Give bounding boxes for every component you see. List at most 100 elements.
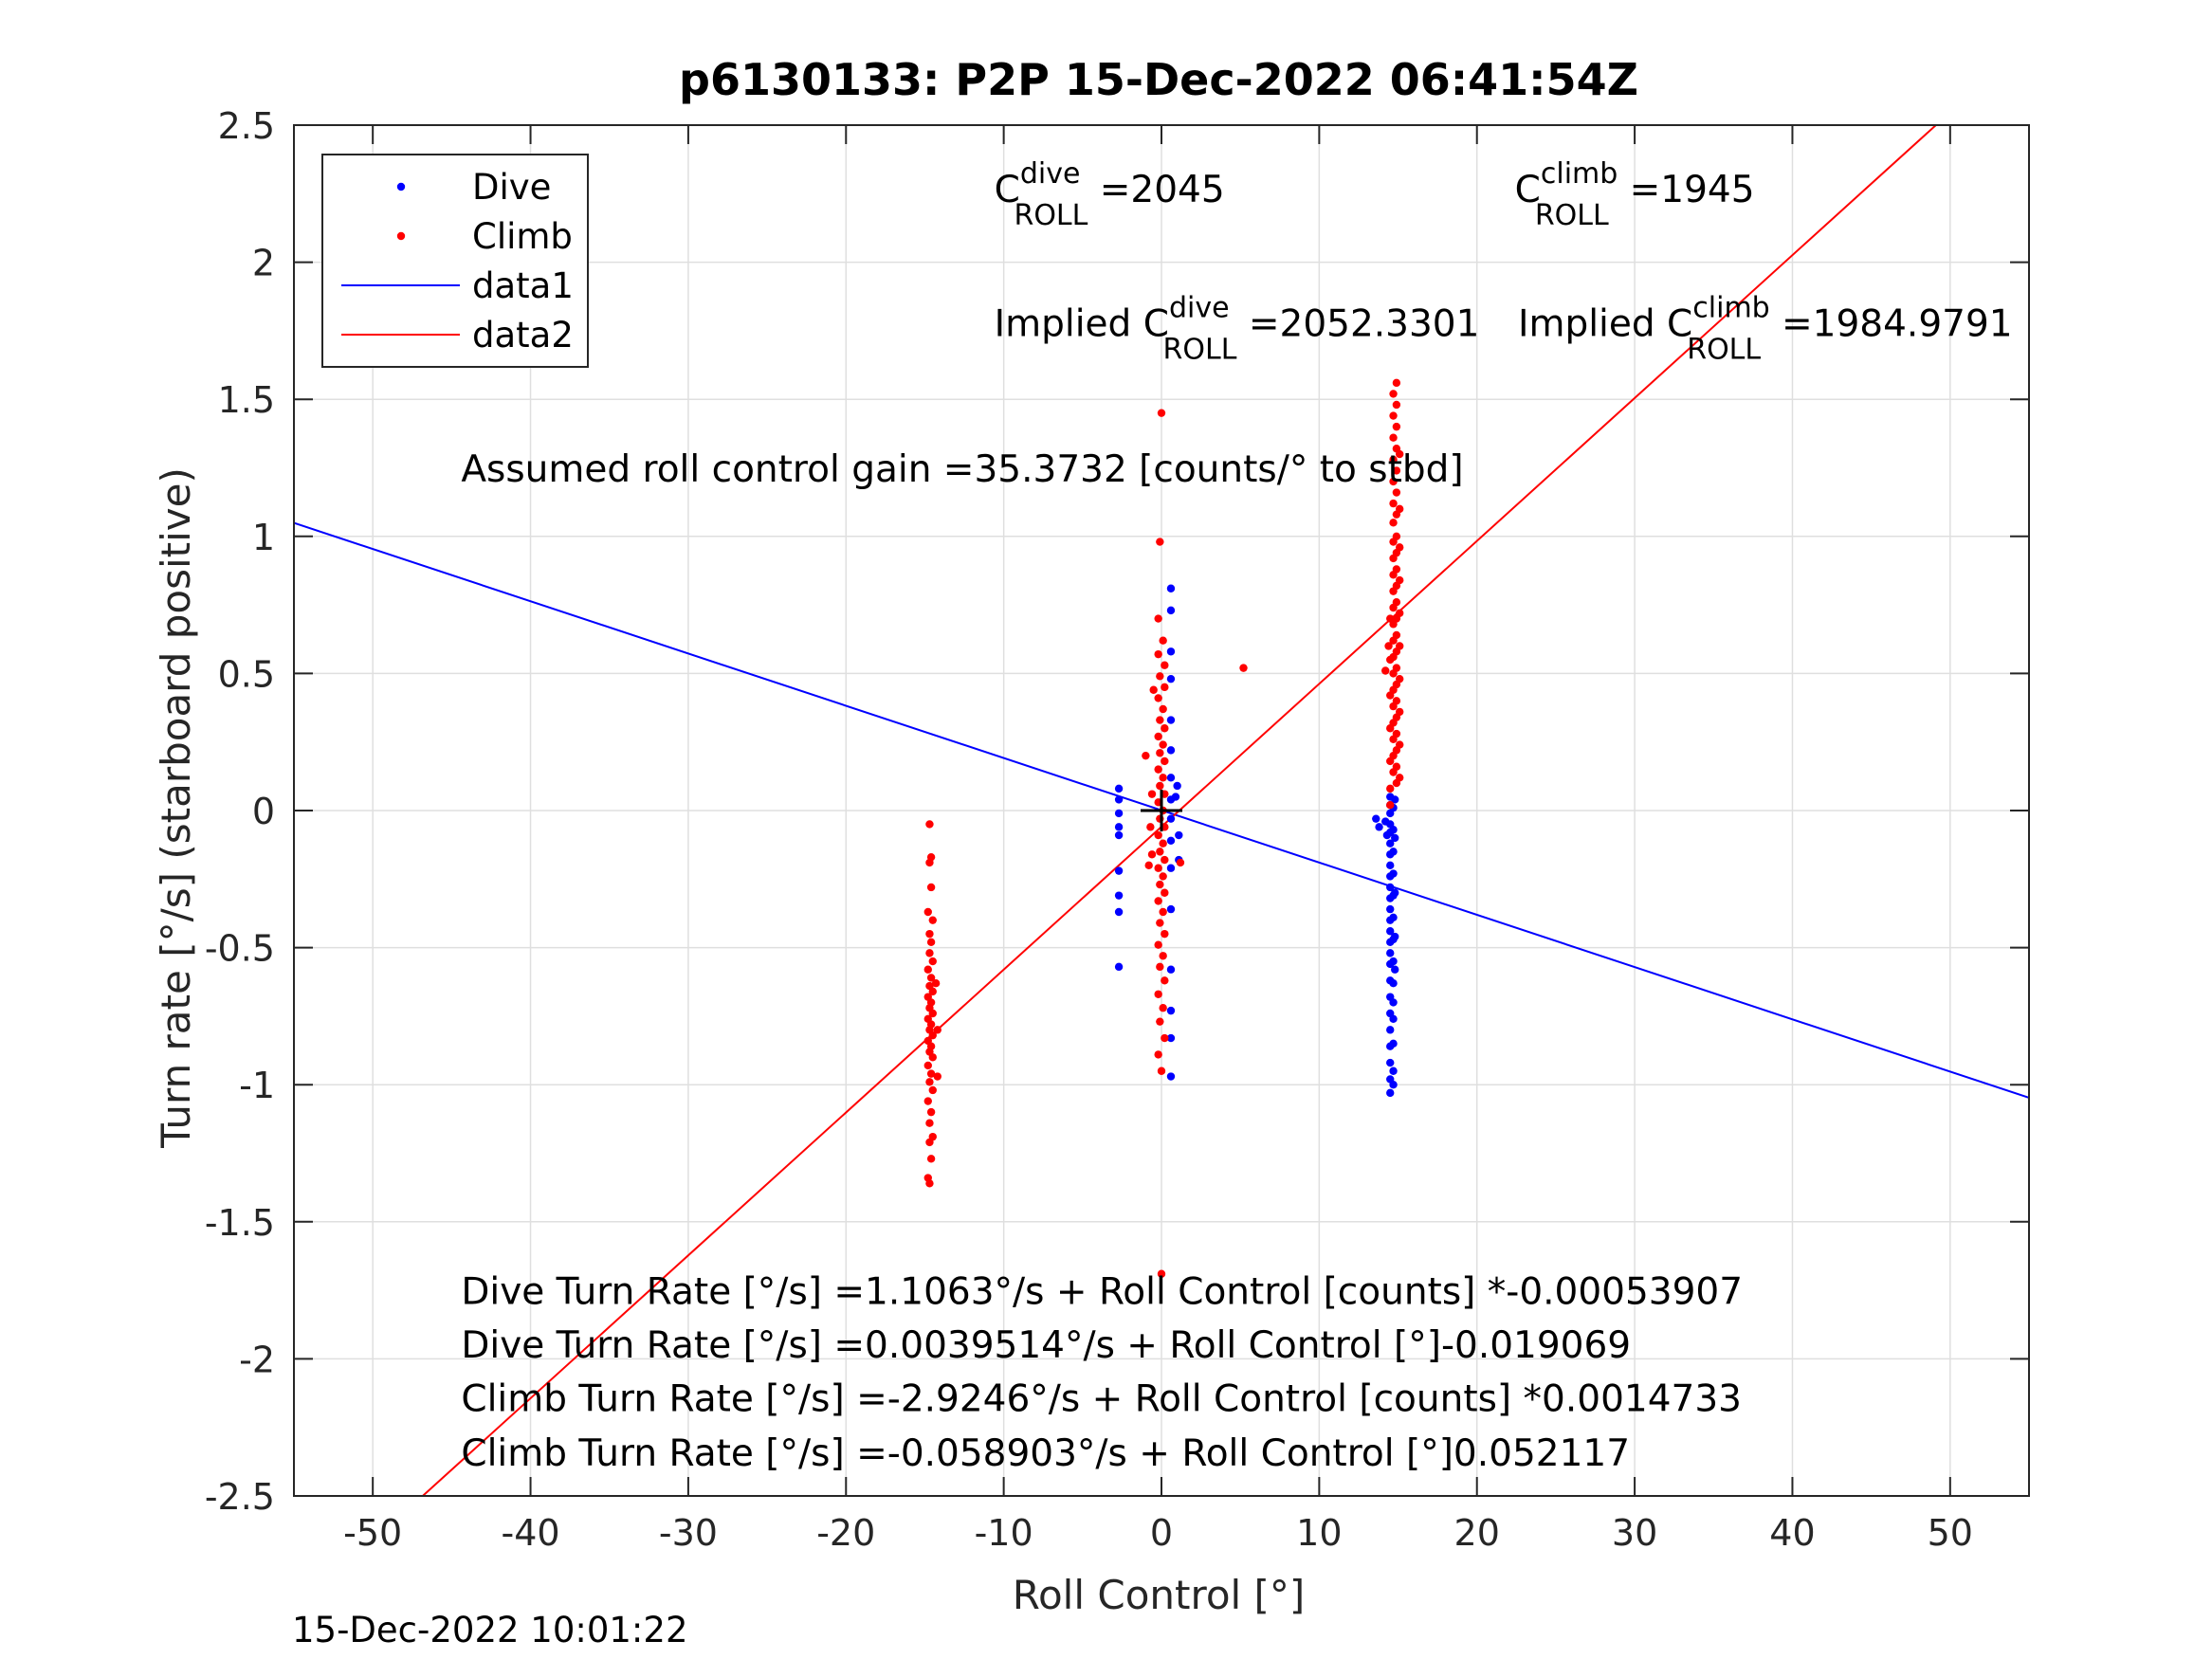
climb-point: [931, 978, 941, 988]
climb-point: [925, 1179, 934, 1188]
climb-point: [1154, 614, 1162, 623]
dive-point: [1173, 781, 1181, 791]
climb-point: [1159, 774, 1167, 782]
dive-point: [1389, 957, 1398, 966]
dive-point: [1391, 795, 1399, 804]
dive-point: [1166, 1006, 1176, 1015]
climb-point: [923, 965, 932, 974]
climb-point: [1157, 409, 1166, 417]
x-tick-label: -30: [659, 1512, 718, 1554]
y-tick-label: 0: [252, 791, 275, 832]
climb-point: [1161, 661, 1169, 669]
climb-point: [1156, 781, 1164, 791]
annotation-implied_climb: Implied Cclimb ROLL =1984.9791: [1518, 292, 2013, 367]
climb-point: [925, 858, 934, 867]
climb-point: [1239, 664, 1248, 672]
annotations: Cdive ROLL =2045 Cclimb ROLL =1945 Implied C…: [461, 157, 2012, 1475]
climb-point: [1392, 762, 1401, 771]
dive-point: [1114, 795, 1124, 804]
dive-point: [1166, 904, 1176, 914]
climb-point: [1161, 1033, 1169, 1043]
dive-point: [1166, 716, 1176, 724]
climb-point: [1389, 499, 1398, 508]
climb-point: [1389, 390, 1398, 398]
climb-point: [1154, 694, 1162, 702]
climb-point: [1396, 449, 1404, 459]
dive-point: [1389, 978, 1398, 988]
dive-point: [1391, 965, 1399, 974]
y-tick-label: 2.5: [218, 105, 275, 147]
climb-point: [1156, 716, 1164, 724]
x-axis-label: Roll Control [°]: [1013, 1572, 1306, 1618]
climb-point: [1161, 888, 1169, 897]
dive-point: [1389, 1039, 1398, 1048]
dive-point: [1389, 1066, 1398, 1075]
climb-point: [1381, 666, 1390, 675]
climb-point: [1384, 642, 1393, 650]
legend-label: Dive: [472, 167, 551, 208]
x-tick-label: -20: [816, 1512, 875, 1554]
climb-point: [1159, 952, 1167, 960]
climb-point: [928, 987, 937, 996]
legend: Dive Climb data1 data2: [321, 154, 589, 368]
annotation-fit3: Climb Turn Rate [°/s] =-2.9246°/s + Roll…: [461, 1377, 1742, 1420]
climb-point: [925, 820, 934, 829]
legend-box: [321, 154, 589, 368]
y-tick-label: -2.5: [205, 1476, 275, 1518]
climb-point: [1392, 400, 1401, 410]
climb-point: [1159, 1004, 1167, 1012]
climb-point: [1392, 565, 1401, 574]
y-tick-label: 0.5: [218, 653, 275, 695]
climb-point: [1161, 757, 1169, 766]
climb-point: [933, 1072, 941, 1081]
climb-point: [928, 1085, 937, 1095]
climb-point: [1389, 519, 1398, 527]
dive-point: [1175, 830, 1183, 840]
dive-point: [1166, 774, 1176, 782]
climb-point: [1396, 774, 1404, 782]
dive-point: [1391, 932, 1399, 941]
x-tick-labels: -50 -40 -30 -20 -10 0 10 20 30 40 50: [343, 1512, 1973, 1554]
dive-point: [1386, 1026, 1395, 1034]
climb-point: [1176, 858, 1185, 867]
origin-crosshair: [1141, 790, 1182, 831]
dive-point: [1114, 830, 1124, 840]
climb-point: [1392, 729, 1401, 738]
x-tick-label: 50: [1928, 1512, 1973, 1554]
climb-point: [1396, 543, 1404, 552]
climb-point: [1144, 861, 1153, 870]
climb-point: [1392, 664, 1401, 672]
annotation-fit4: Climb Turn Rate [°/s] =-0.058903°/s + Ro…: [461, 1432, 1630, 1475]
climb-point: [928, 916, 937, 924]
dive-point: [1166, 1072, 1176, 1081]
dive-point: [1389, 998, 1398, 1007]
chart-title: p6130133: P2P 15-Dec-2022 06:41:54Z: [679, 54, 1638, 105]
dive-point: [1166, 814, 1176, 823]
climb-point: [1396, 707, 1404, 717]
y-tick-label: 1: [252, 517, 275, 558]
legend-label: Climb: [472, 216, 573, 257]
climb-point: [925, 1078, 934, 1086]
y-tick-labels: -2.5 -2 -1.5 -1 -0.5 0 0.5 1 1.5 2 2.5: [205, 105, 275, 1518]
dive-point: [1386, 1058, 1395, 1067]
climb-point: [1157, 1269, 1166, 1278]
climb-point: [928, 957, 937, 966]
dive-point: [1389, 1081, 1398, 1089]
climb-point: [925, 929, 934, 939]
x-tick-label: -10: [975, 1512, 1033, 1554]
annotation-implied_dive: Implied Cdive ROLL =2052.3301: [995, 292, 1480, 367]
climb-point: [1154, 830, 1162, 840]
dive-point: [1114, 809, 1124, 818]
tick-marks: [294, 124, 2029, 1497]
climb-point: [925, 1138, 934, 1147]
climb-point: [1161, 683, 1169, 692]
climb-point: [923, 1097, 932, 1105]
x-tick-label: 40: [1769, 1512, 1815, 1554]
climb-point: [926, 938, 936, 947]
dive-point: [1391, 833, 1399, 843]
dive-point: [1389, 848, 1398, 856]
climb-point: [1386, 801, 1395, 810]
climb-point: [926, 1069, 936, 1078]
climb-point: [1396, 575, 1404, 585]
